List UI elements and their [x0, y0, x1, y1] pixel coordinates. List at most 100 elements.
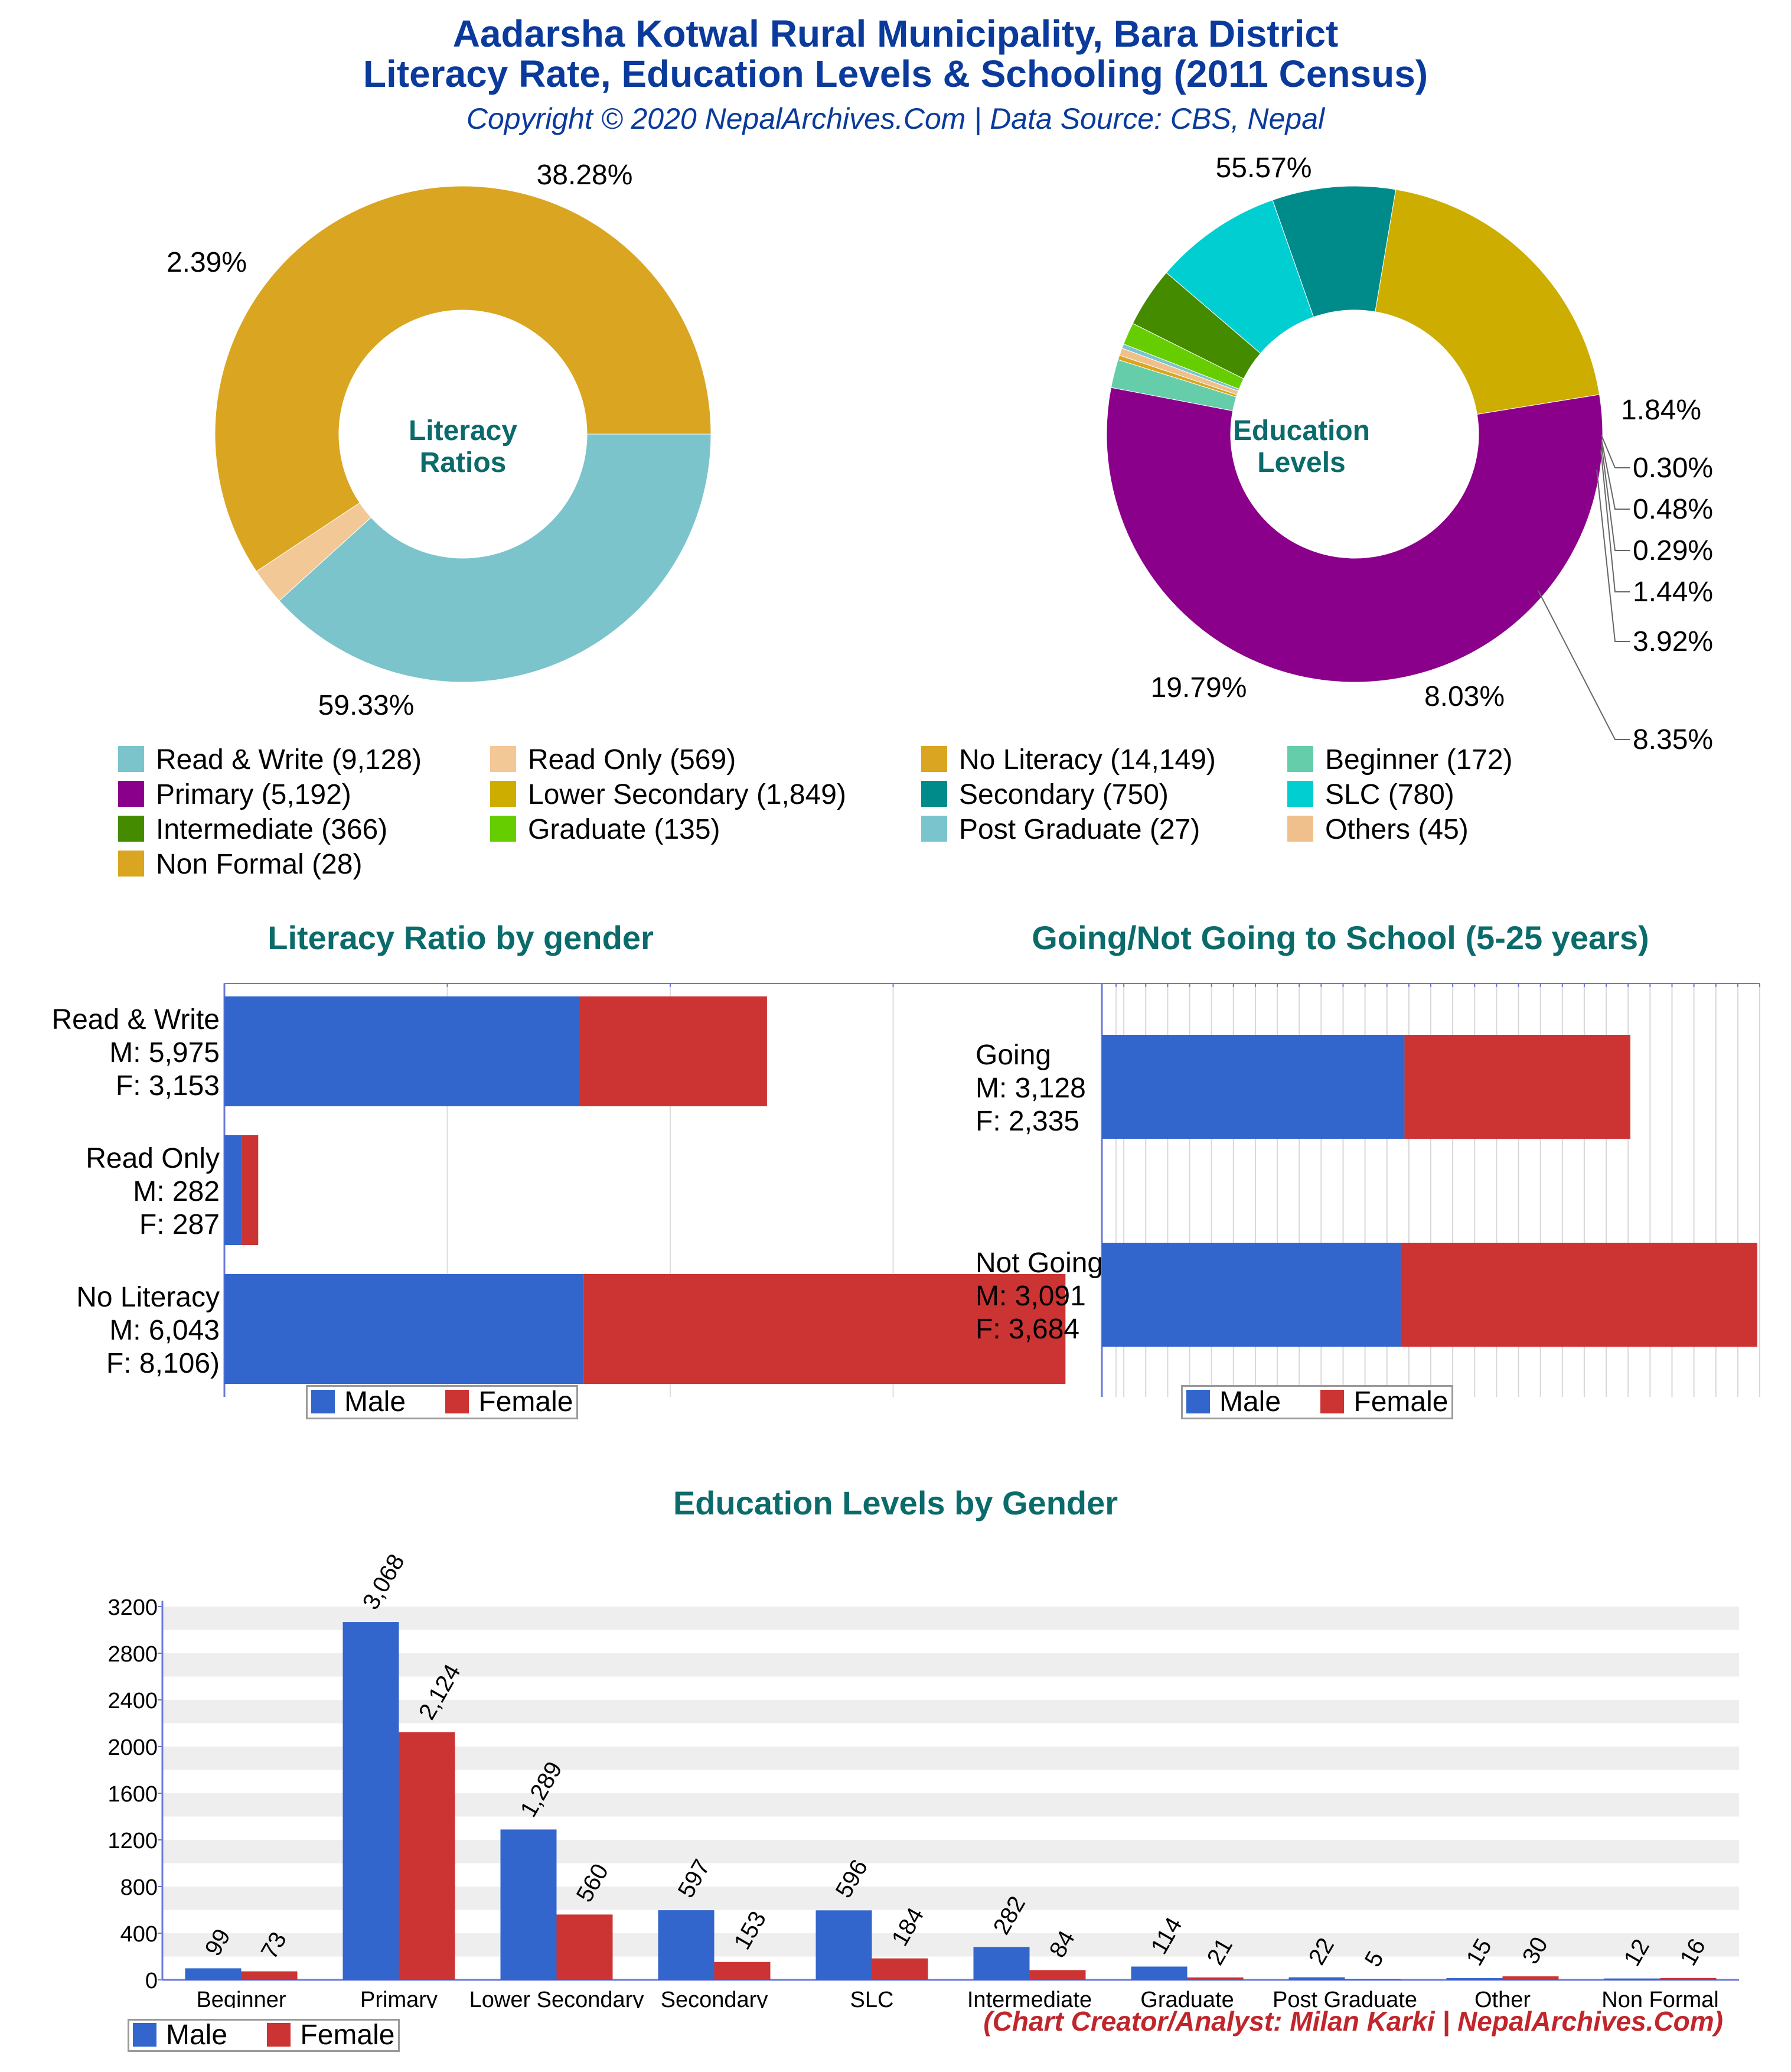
y-tick-label: 400: [120, 1922, 158, 1947]
y-tick-label: 2000: [107, 1735, 158, 1760]
page-title: Aadarsha Kotwal Rural Municipality, Bara…: [452, 12, 1339, 55]
x-tick-label: Beginner: [196, 1988, 286, 2008]
legend-swatch: [118, 851, 144, 877]
literacy-ratios-percent-labels: 38.28% 2.39% 59.33%: [167, 159, 632, 721]
literacy-gender-title: Literacy Ratio by gender: [267, 919, 654, 956]
percent-label: 0.29%: [1633, 535, 1713, 566]
category-label: M: 6,043: [109, 1315, 220, 1346]
education-slice-lower-secondary: [1375, 189, 1600, 415]
legend-item: Intermediate (366): [118, 813, 387, 847]
education-levels-percent-labels: 55.57% 1.84% 0.30% 0.48% 0.29% 1.44% 3.92% 8.35…: [1151, 152, 1714, 755]
education-slice-primary: [1106, 387, 1603, 683]
legend-swatch: [118, 781, 144, 807]
legend-item: Beginner (172): [1287, 743, 1513, 777]
bar-male: [224, 1274, 584, 1384]
category-label: F: 3,684: [976, 1314, 1079, 1345]
legend-item: Read & Write (9,128): [118, 743, 422, 777]
percent-label: 8.03%: [1424, 681, 1505, 712]
female-swatch: [445, 1390, 469, 1414]
category-label: M: 282: [133, 1176, 220, 1207]
bar-male: [1288, 1977, 1345, 1980]
legend-label: SLC (780): [1325, 779, 1454, 810]
grid-band: [162, 1700, 1739, 1724]
female-swatch: [1320, 1390, 1345, 1414]
legend-label: Primary (5,192): [156, 779, 351, 810]
category-label: Not Going: [976, 1247, 1103, 1279]
legend-item: Lower Secondary (1,849): [490, 778, 846, 812]
legend-swatch: [1287, 781, 1313, 807]
bar-female: [1404, 1035, 1630, 1139]
leader-line: [1601, 435, 1630, 468]
legend-item: Secondary (750): [921, 778, 1169, 812]
bar-male: [500, 1829, 557, 1980]
legend-item: No Literacy (14,149): [921, 743, 1216, 777]
data-label: 73: [256, 1928, 292, 1964]
y-tick-label: 3200: [107, 1595, 158, 1620]
x-tick-label: Post Graduate: [1273, 1988, 1417, 2008]
legend-female-label: Female: [478, 1386, 573, 1418]
percent-label: 59.33%: [318, 690, 415, 721]
legend-swatch: [1287, 816, 1313, 842]
literacy-ratios-center-label: Literacy Ratios: [409, 415, 517, 478]
bar-male: [1102, 1243, 1401, 1347]
x-tick-label: Intermediate: [967, 1988, 1092, 2008]
female-swatch: [267, 2023, 291, 2047]
donut-charts: Literacy Ratios Education Levels 38.28% 2.3…: [167, 152, 1714, 755]
legend-label: Post Graduate (27): [959, 814, 1200, 845]
legend-item: Primary (5,192): [118, 778, 351, 812]
category-label: F: 8,106): [106, 1348, 220, 1379]
copyright-line: Copyright © 2020 NepalArchives.Com | Dat…: [466, 102, 1325, 135]
category-label: Read Only: [86, 1143, 220, 1174]
category-label: M: 3,128: [976, 1073, 1086, 1104]
legend-item: Others (45): [1287, 813, 1469, 847]
legend-item: Non Formal (28): [118, 848, 362, 882]
category-label: F: 287: [139, 1209, 220, 1240]
data-label: 3,068: [358, 1550, 410, 1614]
bar-female: [583, 1274, 1066, 1384]
x-tick-label: SLC: [850, 1988, 894, 2008]
category-label: M: 3,091: [976, 1281, 1086, 1312]
y-tick-label: 800: [120, 1875, 158, 1900]
percent-label: 1.44%: [1633, 576, 1713, 608]
category-label: F: 2,335: [976, 1106, 1079, 1137]
legend-label: Read & Write (9,128): [156, 744, 422, 776]
data-label: 84: [1045, 1926, 1080, 1962]
leader-line: [1601, 439, 1630, 510]
category-label: Going: [976, 1040, 1051, 1071]
percent-label: 55.57%: [1216, 152, 1312, 184]
grid-band: [162, 1653, 1739, 1677]
percent-label: 0.30%: [1633, 452, 1713, 484]
bar-female: [1187, 1977, 1244, 1980]
bar-male: [1102, 1035, 1405, 1139]
legend-female-label: Female: [1353, 1386, 1449, 1418]
bar-male: [185, 1968, 242, 1980]
education-levels-donut: [1106, 185, 1603, 683]
school-going-title: Going/Not Going to School (5-25 years): [1032, 919, 1649, 956]
legend-swatch: [490, 781, 516, 807]
literacy-slice-no-literacy: [214, 185, 712, 572]
legend-swatch: [921, 746, 947, 773]
bar-female: [1502, 1976, 1559, 1980]
legend-male-label: Male: [1219, 1386, 1281, 1418]
leader-line: [1538, 590, 1630, 740]
legend-item: SLC (780): [1287, 778, 1454, 812]
bar-male: [1604, 1978, 1660, 1980]
bar-male: [973, 1947, 1030, 1980]
legend-label: Beginner (172): [1325, 744, 1513, 776]
legend-label: Lower Secondary (1,849): [528, 779, 846, 810]
x-tick-label: Graduate: [1140, 1988, 1234, 2008]
leader-line: [1596, 469, 1630, 642]
percent-label: 19.79%: [1151, 672, 1247, 703]
legend-item: Post Graduate (27): [921, 813, 1200, 847]
percent-label: 8.35%: [1633, 724, 1713, 755]
bar-female: [1029, 1970, 1086, 1980]
bar-male: [1131, 1966, 1188, 1980]
literacy-ratios-donut: [214, 185, 712, 683]
x-tick-label: Non Formal: [1601, 1988, 1719, 2008]
bar-male: [658, 1910, 715, 1980]
legend-swatch: [118, 816, 144, 842]
legend-label: Graduate (135): [528, 814, 720, 845]
legend-swatch: [118, 746, 144, 773]
